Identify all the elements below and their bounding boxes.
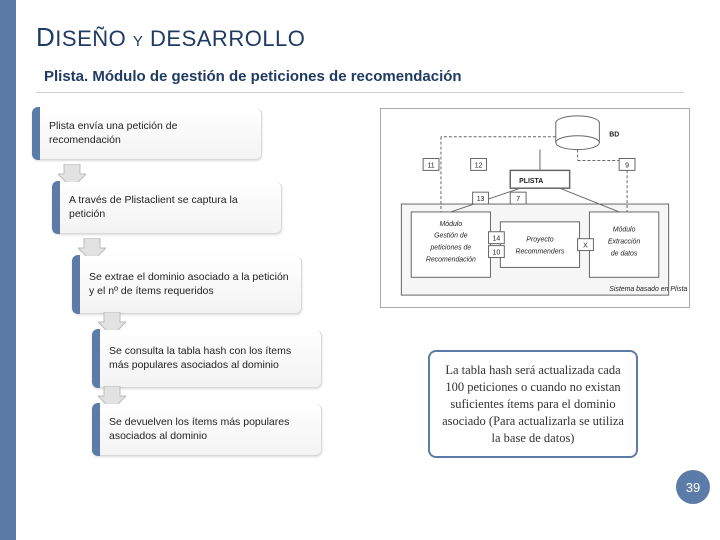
step-2: A través de Plistaclient se captura la p…: [32, 182, 372, 240]
svg-text:Sistema basado en Plista: Sistema basado en Plista: [609, 286, 687, 293]
svg-text:9: 9: [625, 162, 629, 169]
step-5: Se devuelven los ítems más populares aso…: [32, 404, 372, 462]
svg-text:14: 14: [493, 236, 501, 243]
title-word1-first: D: [36, 22, 55, 52]
svg-text:Módulo: Módulo: [439, 221, 462, 228]
title-word2-rest: DESARROLLO: [150, 26, 305, 51]
slide-title: DISEÑO y DESARROLLO: [36, 22, 305, 53]
process-steps: Plista envía una petición de recomendaci…: [32, 108, 372, 478]
divider: [36, 92, 684, 93]
svg-text:Recommenders: Recommenders: [516, 249, 565, 256]
svg-text:Recomendación: Recomendación: [426, 256, 476, 263]
svg-text:BD: BD: [609, 132, 619, 139]
step-1: Plista envía una petición de recomendaci…: [32, 108, 372, 166]
slide-accent-bar: [0, 0, 16, 540]
step-3: Se extrae el dominio asociado a la petic…: [32, 256, 372, 314]
step-5-text: Se devuelven los ítems más populares aso…: [103, 416, 311, 442]
svg-text:de datos: de datos: [611, 251, 638, 258]
architecture-diagram: BD PLISTA Módulo Gestión de peticiones d…: [380, 108, 690, 308]
svg-text:X: X: [583, 243, 588, 250]
page-number-badge: 39: [676, 470, 710, 504]
title-conj: y: [133, 26, 144, 51]
svg-text:11: 11: [427, 162, 434, 169]
step-1-text: Plista envía una petición de recomendaci…: [43, 120, 251, 146]
db-icon: BD: [556, 116, 619, 150]
step-4: Se consulta la tabla hash con los ítems …: [32, 330, 372, 388]
page-number: 39: [686, 480, 700, 495]
title-word1-rest: ISEÑO: [55, 26, 126, 51]
svg-text:7: 7: [516, 196, 520, 203]
hash-table-note: La tabla hash será actualizada cada 100 …: [428, 350, 638, 458]
svg-text:10: 10: [493, 250, 501, 257]
svg-text:13: 13: [477, 196, 485, 203]
svg-text:Gestión de: Gestión de: [434, 233, 468, 240]
svg-text:Proyecto: Proyecto: [526, 237, 553, 244]
svg-text:Módulo: Módulo: [613, 227, 636, 234]
step-4-text: Se consulta la tabla hash con los ítems …: [103, 345, 311, 371]
svg-text:12: 12: [475, 162, 483, 169]
svg-text:Extracción: Extracción: [608, 239, 640, 246]
slide-subtitle: Plista. Módulo de gestión de peticiones …: [44, 68, 462, 85]
step-3-text: Se extrae el dominio asociado a la petic…: [83, 271, 291, 297]
plista-label: PLISTA: [519, 178, 543, 185]
step-2-text: A través de Plistaclient se captura la p…: [63, 194, 271, 220]
svg-text:peticiones de: peticiones de: [429, 245, 471, 252]
